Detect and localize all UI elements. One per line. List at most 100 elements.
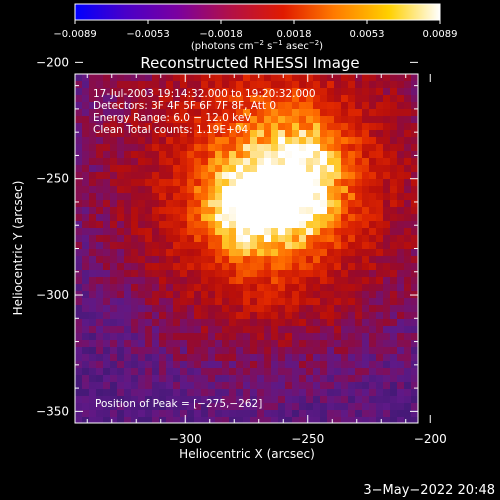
heatmap-cell xyxy=(110,291,118,299)
heatmap-cell xyxy=(96,410,104,418)
heatmap-cell xyxy=(215,382,223,390)
heatmap-cell xyxy=(236,403,244,411)
heatmap-cell xyxy=(243,144,251,152)
heatmap-cell xyxy=(124,207,132,215)
heatmap-cell xyxy=(264,389,272,397)
heatmap-cell xyxy=(152,347,160,355)
heatmap-cell xyxy=(348,186,356,194)
heatmap-cell xyxy=(327,144,335,152)
heatmap-cell xyxy=(292,396,300,404)
heatmap-cell xyxy=(124,382,132,390)
heatmap-cell xyxy=(292,207,300,215)
heatmap-cell xyxy=(159,347,167,355)
heatmap-cell xyxy=(292,256,300,264)
heatmap-cell xyxy=(89,389,97,397)
heatmap-cell xyxy=(103,109,111,117)
heatmap-cell xyxy=(306,389,314,397)
heatmap-cell xyxy=(369,312,377,320)
heatmap-cell xyxy=(348,256,356,264)
heatmap-cell xyxy=(411,221,419,229)
heatmap-cell xyxy=(411,403,419,411)
heatmap-cell xyxy=(383,242,391,250)
heatmap-cell xyxy=(257,186,265,194)
heatmap-cell xyxy=(117,228,125,236)
heatmap-cell xyxy=(215,116,223,124)
heatmap-cell xyxy=(166,109,174,117)
heatmap-cell xyxy=(229,102,237,110)
heatmap-cell xyxy=(355,95,363,103)
heatmap-cell xyxy=(313,130,321,138)
heatmap-cell xyxy=(243,228,251,236)
heatmap-cell xyxy=(292,361,300,369)
heatmap-cell xyxy=(124,361,132,369)
heatmap-cell xyxy=(383,186,391,194)
heatmap-cell xyxy=(110,130,118,138)
heatmap-cell xyxy=(390,214,398,222)
heatmap-cell xyxy=(341,186,349,194)
heatmap-cell xyxy=(96,123,104,131)
heatmap-cell xyxy=(236,368,244,376)
heatmap-cell xyxy=(152,403,160,411)
heatmap-cell xyxy=(327,186,335,194)
heatmap-cell xyxy=(390,88,398,96)
heatmap-cell xyxy=(390,291,398,299)
heatmap-cell xyxy=(166,312,174,320)
heatmap-cell xyxy=(250,144,258,152)
heatmap-cell xyxy=(194,347,202,355)
heatmap-cell xyxy=(306,235,314,243)
heatmap-cell xyxy=(390,389,398,397)
heatmap-cell xyxy=(320,221,328,229)
heatmap-cell xyxy=(313,347,321,355)
heatmap-cell xyxy=(117,312,125,320)
heatmap-cell xyxy=(306,242,314,250)
heatmap-cell xyxy=(103,151,111,159)
heatmap-cell xyxy=(327,368,335,376)
heatmap-cell xyxy=(180,312,188,320)
heatmap-cell xyxy=(103,417,111,424)
heatmap-cell xyxy=(397,389,405,397)
heatmap-cell xyxy=(320,200,328,208)
heatmap-cell xyxy=(404,137,412,145)
heatmap-cell xyxy=(411,151,419,159)
heatmap-cell xyxy=(82,172,90,180)
heatmap-cell xyxy=(341,263,349,271)
heatmap-cell xyxy=(201,151,209,159)
heatmap-cell xyxy=(411,193,419,201)
heatmap-cell xyxy=(208,235,216,243)
heatmap-cell xyxy=(243,340,251,348)
heatmap-cell xyxy=(376,312,384,320)
heatmap-cell xyxy=(313,333,321,341)
heatmap-cell xyxy=(201,102,209,110)
heatmap-cell xyxy=(145,102,153,110)
heatmap-cell xyxy=(194,340,202,348)
heatmap-cell xyxy=(131,144,139,152)
heatmap-cell xyxy=(243,368,251,376)
heatmap-cell xyxy=(334,291,342,299)
heatmap-cell xyxy=(173,81,181,89)
heatmap-cell xyxy=(313,179,321,187)
heatmap-cell xyxy=(278,256,286,264)
heatmap-cell xyxy=(292,305,300,313)
heatmap-cell xyxy=(355,102,363,110)
heatmap-cell xyxy=(194,116,202,124)
heatmap-cell xyxy=(250,354,258,362)
heatmap-cell xyxy=(187,88,195,96)
heatmap-cell xyxy=(229,186,237,194)
heatmap-cell xyxy=(131,207,139,215)
heatmap-cell xyxy=(75,109,83,117)
heatmap-cell xyxy=(411,354,419,362)
heatmap-cell xyxy=(96,214,104,222)
heatmap-cell xyxy=(369,179,377,187)
heatmap-cell xyxy=(222,256,230,264)
heatmap-cell xyxy=(306,347,314,355)
heatmap-cell xyxy=(327,228,335,236)
heatmap-cell xyxy=(124,88,132,96)
heatmap-cell xyxy=(369,214,377,222)
heatmap-cell xyxy=(299,340,307,348)
heatmap-cell xyxy=(383,305,391,313)
heatmap-cell xyxy=(173,277,181,285)
heatmap-cell xyxy=(138,291,146,299)
heatmap-cell xyxy=(173,249,181,257)
heatmap-cell xyxy=(194,375,202,383)
heatmap-cell xyxy=(75,396,83,404)
